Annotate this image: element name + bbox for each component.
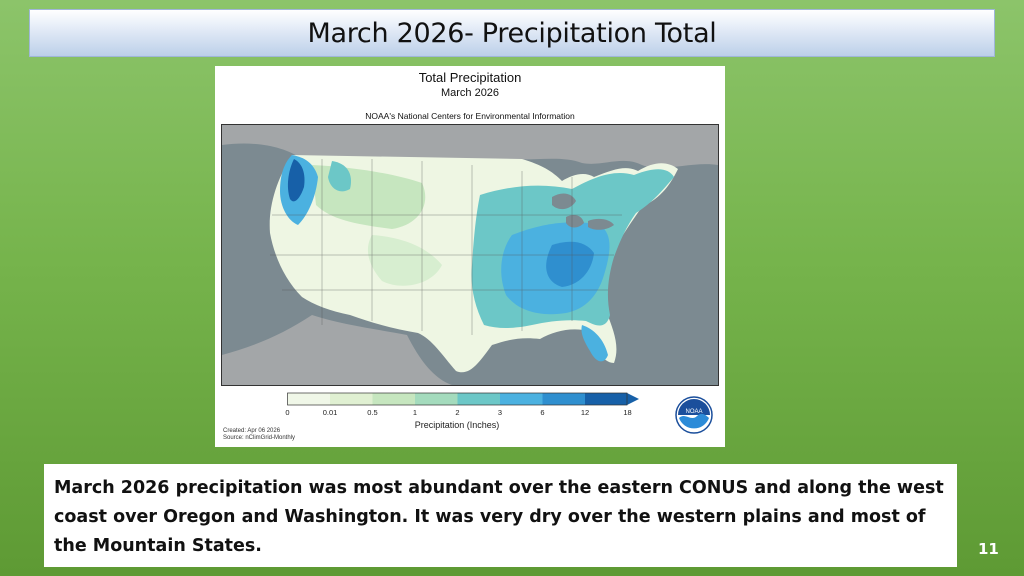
- colorbar-tick-label: 0: [285, 408, 290, 417]
- colorbar-tick-label: 0.5: [367, 408, 378, 417]
- colorbar-cell: [330, 393, 373, 405]
- precipitation-map-panel: Total Precipitation March 2026 NOAA's Na…: [215, 66, 725, 447]
- colorbar-cell: [542, 393, 585, 405]
- slide-title: March 2026- Precipitation Total: [307, 17, 717, 49]
- colorbar-tick-label: 1: [412, 408, 418, 417]
- colorbar-cell: [287, 393, 330, 405]
- caption-text: March 2026 precipitation was most abunda…: [54, 478, 944, 556]
- slide-title-bar: March 2026- Precipitation Total: [29, 9, 995, 57]
- map-graphic: [222, 125, 718, 385]
- colorbar-extend-arrow: [627, 393, 639, 405]
- created-date: Created: Apr 06 2026: [223, 428, 281, 434]
- colorbar-tick-label: 18: [623, 408, 632, 417]
- colorbar-cell: [457, 393, 500, 405]
- map-subtitle: March 2026: [440, 87, 500, 99]
- colorbar-tick-label: 6: [540, 408, 545, 417]
- precipitation-colorbar: [287, 392, 639, 406]
- noaa-logo-text: NOAA: [685, 409, 702, 415]
- colorbar-cell: [585, 393, 628, 405]
- colorbar-ticks: 0 0.01 0.5 1 2 3 6 12 18: [285, 408, 631, 420]
- colorbar-cell: [415, 393, 458, 405]
- noaa-logo-icon: NOAA: [675, 396, 713, 434]
- colorbar-label: Precipitation (Inches): [414, 420, 500, 430]
- colorbar-tick-label: 12: [580, 408, 590, 417]
- colorbar-tick-label: 3: [497, 408, 503, 417]
- colorbar-cell: [372, 393, 415, 405]
- slide-number: 11: [978, 540, 999, 558]
- colorbar-tick-label: 0.01: [322, 408, 338, 417]
- colorbar-tick-label: 2: [455, 408, 460, 417]
- conus-precipitation-map: [221, 124, 719, 386]
- summary-caption: March 2026 precipitation was most abunda…: [44, 464, 957, 567]
- colorbar-cell: [500, 393, 543, 405]
- map-title: Total Precipitation: [418, 70, 522, 85]
- map-source-org: NOAA's National Centers for Environmenta…: [365, 111, 575, 121]
- data-source: Source: nClimGrid-Monthly: [223, 435, 296, 441]
